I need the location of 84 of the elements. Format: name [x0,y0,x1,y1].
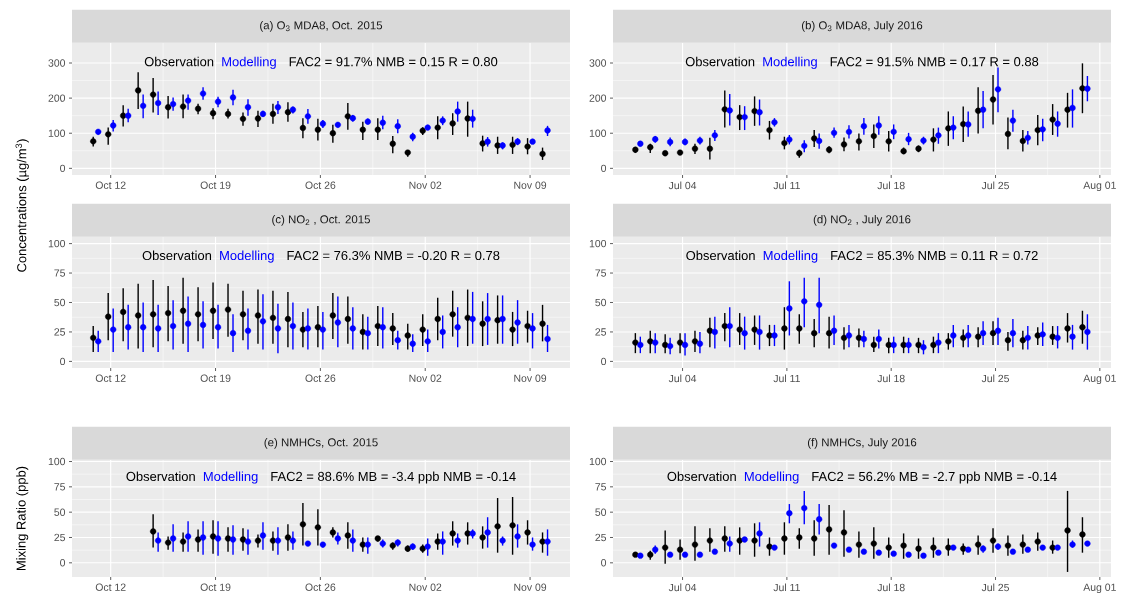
x-tick-label: Nov 09 [514,181,547,189]
text: Observation [685,56,755,67]
y-axis-title: Mixing Ratio (ppb) [16,466,29,570]
y-tick-label: 0 [601,164,607,173]
x-tick-label: Jul 11 [773,583,800,592]
x-tick-label: Jul 04 [668,181,697,190]
y-tick-label: 25 [54,328,66,336]
y-tick-label: 100 [589,239,607,248]
x-tick-label: Nov 02 [409,374,442,382]
y-tick-label: 0 [601,559,607,567]
x-tick-label: Jul 11 [773,374,800,383]
x-tick-label: Aug 01 [1083,181,1116,191]
x-tick-label: Jul 25 [981,583,1010,592]
y-tick-label: 0 [60,357,66,366]
text: Modelling [220,250,274,263]
text: Observation [142,250,212,261]
y-tick-label: 200 [48,94,66,102]
x-tick-label: Jul 18 [877,583,905,592]
series-label: Observation [144,56,214,67]
text: Observation [686,250,755,261]
annotation: FAC2 = 88.6% MB = -3.4 ppb NMB = -0.14 [271,471,516,484]
annotation: FAC2 = 91.5% NMB = 0.17 R = 0.88 [830,57,1039,67]
y-tick-label: 0 [601,357,607,366]
x-tick-label: Oct 19 [200,181,231,189]
chart-title: (d) NO$_{2}$ , July 2016 [813,214,911,226]
y-tick-label: 200 [589,94,607,102]
y-tick-label: 25 [54,533,66,542]
x-tick-label: Aug 01 [1083,583,1116,593]
x-tick-label: Aug 01 [1083,374,1116,384]
x-tick-label: Jul 18 [877,181,905,190]
y-tick-label: 25 [595,533,607,542]
y-tick-label: 75 [595,483,607,491]
x-tick-label: Jul 25 [981,374,1010,383]
y-tick-label: 100 [48,457,66,466]
y-tick-label: 0 [60,559,66,567]
y-tick-label: 100 [589,457,607,466]
y-tick-label: 300 [48,59,66,67]
series-label: Modelling [744,471,799,484]
x-tick-label: Nov 02 [409,583,442,591]
chart-title: (a) O$_{3}$ MDA8, Oct. 2015 [260,20,383,32]
y-tick-label: 75 [54,269,66,277]
x-tick-label: Oct 12 [95,374,126,382]
x-tick-label: Nov 09 [514,374,547,382]
y-tick-label: 75 [595,269,607,277]
text: Modelling [763,250,818,263]
annotation: FAC2 = 76.3% NMB = -0.20 R = 0.78 [287,250,500,261]
x-tick-label: Oct 26 [305,583,336,591]
text: Observation [667,471,736,482]
chart-title: (e) NMHCs, Oct. 2015 [264,437,378,449]
x-tick-label: Oct 12 [95,583,126,591]
y-tick-label: 75 [54,483,66,491]
annotation: FAC2 = 56.2% MB = -2.7 ppb NMB = -0.14 [812,471,1057,484]
x-tick-label: Oct 19 [200,583,231,591]
y-tick-label: 50 [54,508,66,516]
y-tick-label: 100 [48,239,66,248]
chart-title: (f) NMHCs, July 2016 [807,437,917,449]
text: Observation [126,471,195,482]
x-tick-label: Jul 18 [877,374,905,383]
x-tick-label: Nov 09 [514,583,547,591]
x-tick-label: Oct 26 [305,181,336,189]
x-tick-label: Oct 26 [305,374,336,382]
chart-title: (b) O$_{3}$ MDA8, July 2016 [801,20,923,32]
x-tick-label: Jul 04 [668,583,697,592]
x-tick-label: Jul 04 [668,374,697,383]
chart-title: (c) NO$_{2}$ , Oct. 2015 [272,214,371,226]
text: Modelling [203,471,258,484]
x-tick-label: Jul 25 [981,181,1010,190]
y-tick-label: 100 [48,129,66,137]
x-tick-label: Oct 19 [200,374,231,382]
text: Modelling [222,56,276,69]
text: Modelling [763,56,817,69]
annotation: FAC2 = 85.3% NMB = 0.11 R = 0.72 [831,250,1038,261]
annotation: FAC2 = 91.7% NMB = 0.15 R = 0.80 [289,57,498,67]
x-tick-label: Oct 12 [95,181,126,189]
y-tick-label: 100 [589,129,607,137]
y-tick-label: 50 [595,298,607,307]
y-tick-label: 25 [595,328,607,336]
x-tick-label: Jul 11 [773,181,800,190]
y-tick-label: 300 [589,59,607,67]
x-tick-label: Nov 02 [409,181,442,189]
y-tick-label: 0 [60,164,66,173]
y-tick-label: 50 [54,298,66,307]
y-axis-title: Concentrations (µg/m$^{3}$) [15,139,29,272]
y-tick-label: 50 [595,508,607,516]
